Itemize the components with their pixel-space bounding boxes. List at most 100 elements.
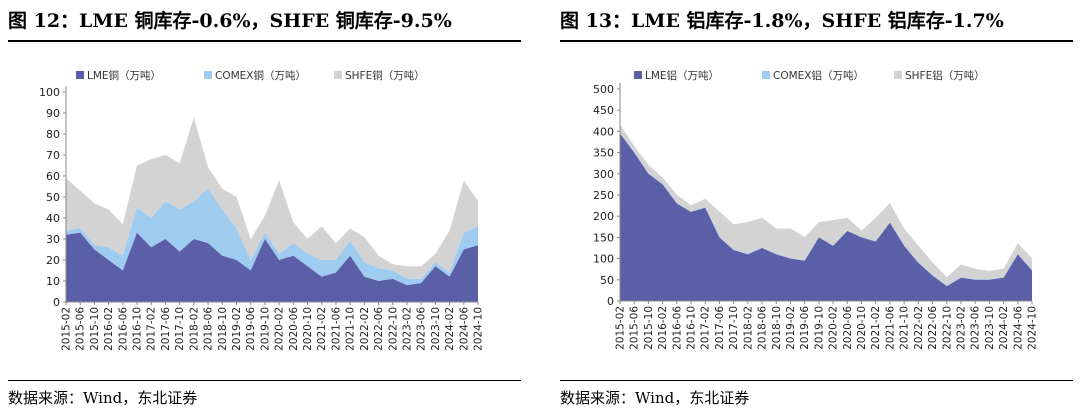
x-tick-label: 2023-06 — [416, 307, 428, 351]
x-tick-label: 2018-02 — [742, 306, 754, 350]
x-tick-label: 2018-06 — [203, 307, 215, 351]
x-tick-label: 2024-06 — [458, 307, 470, 351]
y-tick-label: 100 — [593, 253, 614, 266]
legend-entry: SHFE铝（万吨） — [894, 69, 985, 82]
x-tick-label: 2023-10 — [430, 307, 442, 351]
figure-title: 图 12：LME 铜库存-0.6%，SHFE 铜库存-9.5% — [8, 10, 452, 32]
x-tick-label: 2015-06 — [629, 306, 641, 350]
y-tick-label: 300 — [593, 168, 614, 181]
x-tick-label: 2022-02 — [359, 307, 371, 351]
figure-12-panel: 图 12：LME 铜库存-0.6%，SHFE 铜库存-9.5% LME铜（万吨）… — [8, 0, 521, 419]
legend-swatch — [762, 71, 770, 79]
source-rule — [8, 380, 521, 381]
legend-swatch — [634, 71, 642, 79]
x-tick-label: 2016-06 — [117, 307, 129, 351]
y-tick-label: 150 — [593, 231, 614, 244]
title-rule — [560, 40, 1073, 42]
series-area — [620, 124, 1032, 286]
series-area — [66, 232, 478, 302]
x-tick-label: 2016-06 — [671, 306, 683, 350]
y-tick-label: 450 — [593, 104, 614, 117]
legend-swatch — [894, 71, 902, 79]
x-tick-label: 2015-06 — [75, 307, 87, 351]
x-tick-label: 2016-02 — [657, 306, 669, 350]
x-tick-label: 2024-06 — [1012, 306, 1024, 350]
title-rule — [8, 40, 521, 42]
y-tick-label: 100 — [39, 86, 60, 99]
legend-swatch — [204, 71, 212, 79]
y-tick-label: 20 — [46, 254, 60, 267]
y-tick-label: 50 — [46, 191, 60, 204]
x-tick-label: 2016-10 — [132, 307, 144, 351]
x-tick-label: 2017-02 — [146, 307, 158, 351]
x-tick-label: 2021-10 — [899, 306, 911, 350]
y-tick-label: 0 — [607, 295, 614, 308]
x-tick-label: 2023-02 — [402, 307, 414, 351]
x-tick-label: 2020-02 — [274, 307, 286, 351]
x-tick-label: 2022-10 — [941, 306, 953, 350]
legend-label: LME铜（万吨） — [87, 69, 161, 82]
x-tick-label: 2017-10 — [728, 306, 740, 350]
x-tick-label: 2020-02 — [828, 306, 840, 350]
legend-label: SHFE铝（万吨） — [905, 69, 985, 82]
legend-entry: LME铝（万吨） — [634, 69, 719, 82]
x-tick-label: 2016-10 — [686, 306, 698, 350]
series-area — [620, 133, 1032, 301]
y-tick-label: 30 — [46, 233, 60, 246]
data-source-note: 数据来源：Wind，东北证券 — [560, 389, 750, 407]
legend-label: SHFE铜（万吨） — [345, 69, 425, 82]
x-tick-label: 2020-10 — [302, 307, 314, 351]
x-tick-label: 2015-02 — [61, 307, 73, 351]
x-tick-label: 2020-06 — [288, 307, 300, 351]
figure-13-panel: 图 13：LME 铝库存-1.8%，SHFE 铝库存-1.7% LME铝（万吨）… — [560, 0, 1073, 419]
y-tick-label: 500 — [593, 83, 614, 96]
x-tick-label: 2017-06 — [160, 307, 172, 351]
x-tick-label: 2024-10 — [1027, 306, 1039, 350]
source-rule — [560, 380, 1073, 381]
y-tick-label: 70 — [46, 149, 60, 162]
x-tick-label: 2017-02 — [700, 306, 712, 350]
legend-entry: COMEX铝（万吨） — [762, 69, 864, 82]
x-tick-label: 2017-06 — [714, 306, 726, 350]
x-tick-label: 2021-02 — [316, 307, 328, 351]
x-tick-label: 2019-06 — [245, 307, 257, 351]
x-tick-label: 2019-10 — [259, 307, 271, 351]
legend-entry: SHFE铜（万吨） — [334, 69, 425, 82]
x-tick-label: 2023-10 — [984, 306, 996, 350]
x-tick-label: 2022-06 — [927, 306, 939, 350]
x-tick-label: 2019-06 — [799, 306, 811, 350]
x-tick-label: 2018-10 — [217, 307, 229, 351]
copper-inventory-chart: LME铜（万吨） COMEX铜（万吨） SHFE铜（万吨） 0 10 20 30 40 50 60… — [39, 69, 485, 351]
y-tick-label: 350 — [593, 147, 614, 160]
y-tick-label: 90 — [46, 107, 60, 120]
x-tick-label: 2021-10 — [345, 307, 357, 351]
x-tick-label: 2015-10 — [643, 306, 655, 350]
x-tick-label: 2020-10 — [856, 306, 868, 350]
y-tick-label: 80 — [46, 128, 60, 141]
x-tick-label: 2019-10 — [813, 306, 825, 350]
y-tick-label: 400 — [593, 125, 614, 138]
legend-swatch — [334, 71, 342, 79]
x-tick-label: 2015-02 — [615, 306, 627, 350]
series-area — [66, 188, 478, 286]
y-tick-label: 10 — [46, 275, 60, 288]
x-tick-label: 2018-06 — [757, 306, 769, 350]
aluminum-inventory-chart: LME铝（万吨） COMEX铝（万吨） SHFE铝（万吨） 0 50 100 150 200 2… — [593, 69, 1039, 350]
x-tick-label: 2018-10 — [771, 306, 783, 350]
x-tick-label: 2019-02 — [231, 307, 243, 351]
x-tick-label: 2023-02 — [956, 306, 968, 350]
legend-label: COMEX铜（万吨） — [215, 69, 306, 82]
x-tick-label: 2021-02 — [870, 306, 882, 350]
x-tick-label: 2022-02 — [913, 306, 925, 350]
figure-title: 图 13：LME 铝库存-1.8%，SHFE 铝库存-1.7% — [560, 10, 1004, 32]
legend-label: LME铝（万吨） — [645, 69, 719, 82]
y-tick-label: 50 — [600, 274, 614, 287]
y-tick-label: 60 — [46, 170, 60, 183]
x-tick-label: 2023-06 — [970, 306, 982, 350]
legend-entry: COMEX铜（万吨） — [204, 69, 306, 82]
x-tick-label: 2017-10 — [174, 307, 186, 351]
x-tick-label: 2021-06 — [330, 307, 342, 351]
x-tick-label: 2024-10 — [473, 307, 485, 351]
x-tick-label: 2021-06 — [884, 306, 896, 350]
x-tick-label: 2015-10 — [89, 307, 101, 351]
